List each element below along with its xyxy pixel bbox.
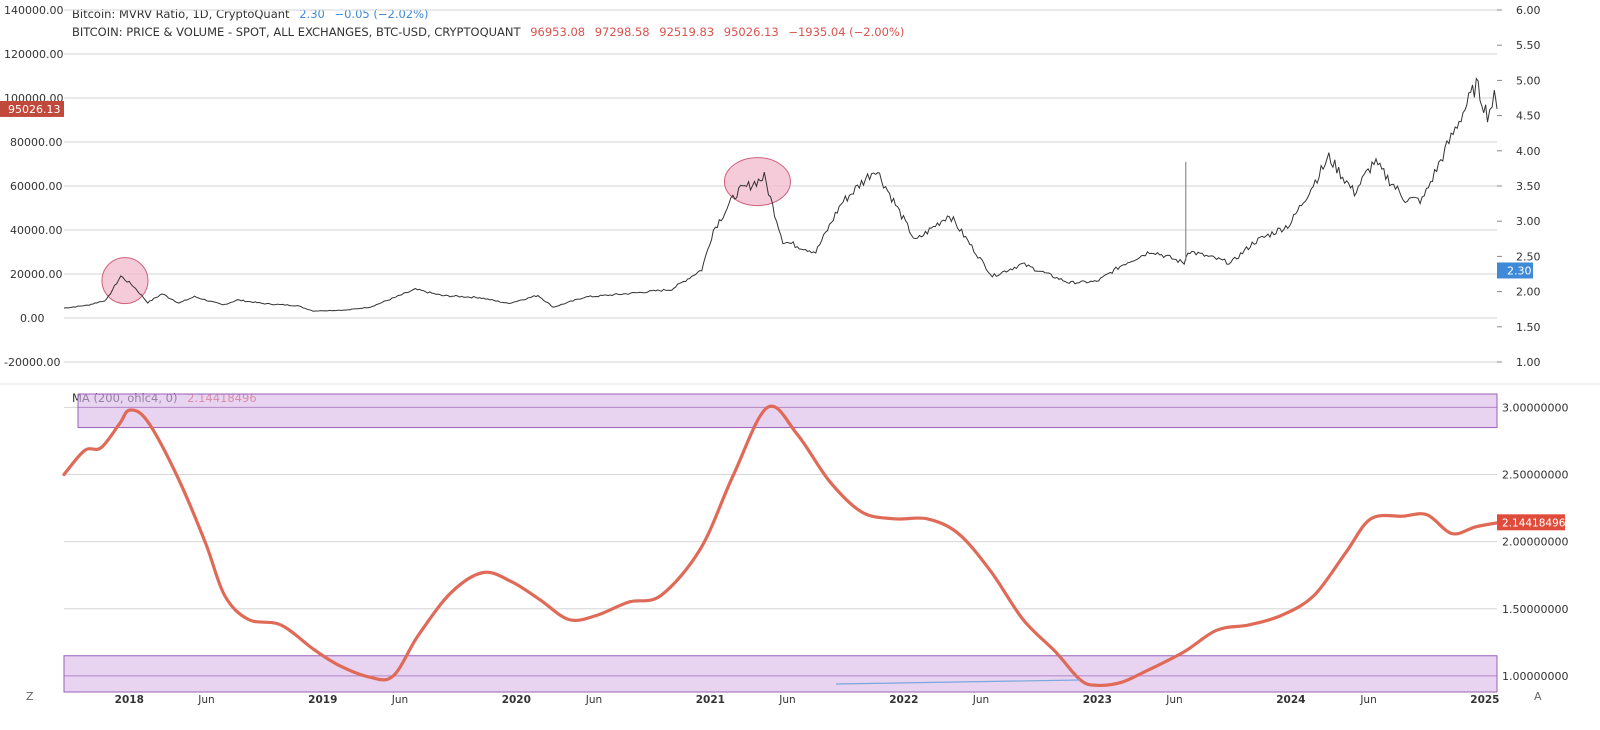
price-legend-title: BITCOIN: PRICE & VOLUME - SPOT, ALL EXCH… (72, 25, 521, 39)
price-close: 95026.13 (723, 25, 779, 39)
ma-current-tag (1497, 514, 1565, 531)
price-axis-tick: 0.00 (20, 312, 45, 325)
price-axis-tick: 20000.00 (10, 268, 63, 281)
ma-axis-tick: 1.00000000 (1502, 670, 1568, 683)
x-axis-tick: Jun (585, 694, 602, 706)
price-open: 96953.08 (530, 25, 586, 39)
x-axis-tick: 2025 (1470, 694, 1499, 706)
mvrv-axis-tick: 3.00 (1516, 215, 1541, 228)
ma-band (63, 655, 1498, 693)
price-axis-tick: 60000.00 (10, 180, 63, 193)
x-axis-tick: Jun (1165, 694, 1182, 706)
mvrv-axis-tick: 2.50 (1516, 250, 1541, 263)
ma-axis-tick: 3.00000000 (1502, 401, 1568, 414)
mvrv-axis-tick: 1.50 (1516, 321, 1541, 334)
ma-axis-tick: 2.00000000 (1502, 536, 1568, 549)
price-axis-tick: 140000.00 (4, 4, 64, 17)
price-axis-tick: 80000.00 (10, 136, 63, 149)
x-axis-tick: Jun (778, 694, 795, 706)
x-axis-tick: 2024 (1276, 694, 1305, 706)
price-high: 97298.58 (594, 25, 650, 39)
price-current-tag (0, 100, 64, 117)
x-axis-tick: Jun (1359, 694, 1376, 706)
x-axis-tick: 2023 (1083, 694, 1112, 706)
auto-scale-button[interactable]: A (1534, 690, 1542, 703)
x-axis-tick: 2018 (115, 694, 144, 706)
price-axis-tick: -20000.00 (4, 356, 60, 369)
mvrv-axis-tick: 4.00 (1516, 145, 1541, 158)
x-axis-tick: Jun (972, 694, 989, 706)
x-axis-tick: Jun (391, 694, 408, 706)
mvrv-axis-tick: 1.00 (1516, 356, 1541, 369)
ma-axis-tick: 2.50000000 (1502, 469, 1568, 482)
time-range-selector (835, 679, 1081, 685)
price-axis-tick: 120000.00 (4, 48, 64, 61)
x-axis-tick: 2020 (502, 694, 531, 706)
price-change: −1935.04 (−2.00%) (788, 25, 905, 39)
price-low: 92519.83 (659, 25, 715, 39)
x-axis-tick: 2019 (308, 694, 337, 706)
price-axis-tick: 40000.00 (10, 224, 63, 237)
x-axis-tick: Jun (197, 694, 214, 706)
mvrv-axis-tick: 5.50 (1516, 39, 1541, 52)
mvrv-axis-tick: 5.00 (1516, 74, 1541, 87)
mvrv-axis-tick: 4.50 (1516, 110, 1541, 123)
price-series-line (63, 77, 1498, 312)
timezone-button[interactable]: Z (26, 690, 34, 703)
mvrv-axis-tick: 2.00 (1516, 286, 1541, 299)
ma-axis-tick: 1.50000000 (1502, 603, 1568, 616)
mvrv-axis-tick: 3.50 (1516, 180, 1541, 193)
price-legend: BITCOIN: PRICE & VOLUME - SPOT, ALL EXCH… (72, 25, 910, 39)
ma-series-line (62, 404, 1499, 687)
x-axis-tick: 2021 (696, 694, 725, 706)
mvrv-current-label: 2.30 (1507, 264, 1532, 277)
mvrv-current-tag (1497, 262, 1533, 279)
x-axis-tick: 2022 (889, 694, 918, 706)
ma-current-label: 2.14418496 (1502, 517, 1566, 529)
price-current-label: 95026.13 (8, 103, 61, 116)
mvrv-axis-tick: 6.00 (1516, 4, 1541, 17)
